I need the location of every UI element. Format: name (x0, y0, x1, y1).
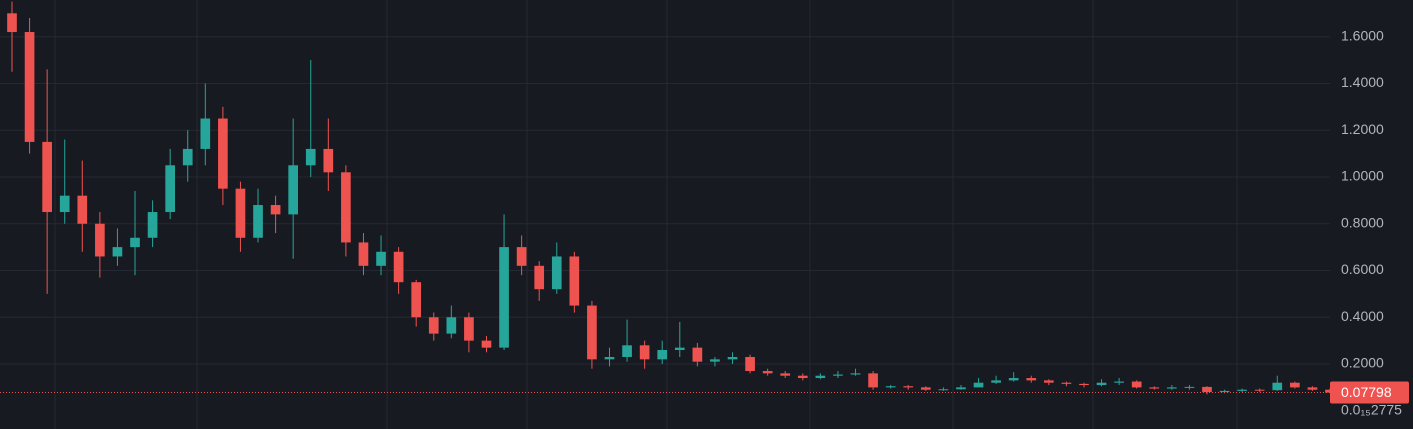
candle-body (1043, 380, 1054, 383)
y-tick-label: 0.0₁₅2775 (1341, 401, 1402, 417)
candle-body (1008, 378, 1019, 381)
last-price-label: 0.07798 (1341, 384, 1392, 400)
candle-body (95, 223, 105, 257)
candle-body (446, 317, 457, 334)
candle-body (59, 195, 70, 213)
candle-body (587, 305, 597, 360)
candle-body (903, 386, 914, 388)
candle-body (182, 148, 193, 166)
candle-body (1149, 387, 1160, 389)
candle-body (1307, 387, 1318, 390)
candle-body (657, 349, 668, 360)
y-tick-label: 0.2000 (1341, 355, 1384, 371)
candle-body (481, 340, 492, 348)
candle-body (341, 172, 351, 243)
candle-body (235, 188, 246, 238)
candle-body (920, 387, 931, 390)
y-tick-label: 0.8000 (1341, 214, 1384, 230)
candle-body (358, 242, 369, 266)
candle-body (1272, 382, 1283, 391)
candle-body (639, 345, 650, 360)
candle-body (1114, 381, 1124, 383)
candle-body (393, 251, 404, 283)
candle-body (130, 237, 140, 248)
candle-body (77, 195, 88, 224)
candle-body (1026, 378, 1037, 381)
candle-body (780, 373, 791, 376)
candle-body (727, 356, 738, 360)
candle-body (516, 247, 527, 266)
candle-body (1079, 383, 1089, 386)
candle-body (815, 375, 826, 379)
candle-body (938, 389, 949, 391)
y-tick-label: 1.4000 (1341, 74, 1384, 90)
candle-body (710, 359, 720, 362)
candle-body (868, 373, 878, 388)
candle-body (218, 118, 228, 189)
candle-body (464, 317, 474, 341)
candle-body (253, 205, 263, 238)
candle-body (1237, 389, 1247, 391)
y-tick-label: 1.2000 (1341, 121, 1384, 137)
candle-body (165, 165, 175, 213)
candle-body (411, 282, 422, 318)
candle-body (534, 265, 545, 290)
y-tick-label: 1.0000 (1341, 168, 1384, 184)
candle-body (850, 373, 861, 375)
candle-body (428, 317, 439, 334)
candle-body (1131, 381, 1142, 388)
candle-body (762, 371, 773, 374)
candle-body (24, 32, 35, 142)
candle-body (112, 247, 123, 257)
candle-body (499, 247, 509, 348)
candle-body (551, 256, 562, 290)
candle-body (991, 380, 1001, 383)
candle-body (973, 382, 984, 388)
candle-body (305, 148, 316, 166)
candle-body (1061, 382, 1072, 384)
candle-body (833, 374, 843, 376)
candle-body (569, 256, 580, 306)
last-price-box (1330, 381, 1409, 404)
candle-body (622, 345, 632, 357)
candle-body (745, 356, 755, 372)
y-tick-label: 1.6000 (1341, 27, 1384, 43)
candle-body (7, 13, 17, 33)
candle-body (147, 212, 158, 238)
candle-body (1184, 386, 1195, 388)
candle-body (200, 118, 211, 149)
candle-body (323, 148, 334, 173)
candle-body (1202, 386, 1212, 393)
candle-body (956, 387, 966, 390)
candle-body (376, 251, 386, 266)
candle-body (1254, 389, 1265, 391)
candle-body (42, 141, 52, 213)
candle-body (1096, 382, 1107, 386)
candle-body (1290, 382, 1300, 388)
candle-body (270, 205, 281, 215)
candle-body (1167, 387, 1177, 389)
time-grid (54, 0, 1238, 429)
candle-body (288, 165, 299, 215)
candle-body (797, 375, 808, 379)
candle-body (604, 356, 615, 360)
candle-body (674, 347, 685, 350)
candle-body (692, 347, 703, 362)
candle-body (885, 386, 896, 388)
candle-body (1219, 390, 1230, 393)
y-tick-label: 0.6000 (1341, 261, 1384, 277)
y-tick-label: 0.4000 (1341, 308, 1384, 324)
